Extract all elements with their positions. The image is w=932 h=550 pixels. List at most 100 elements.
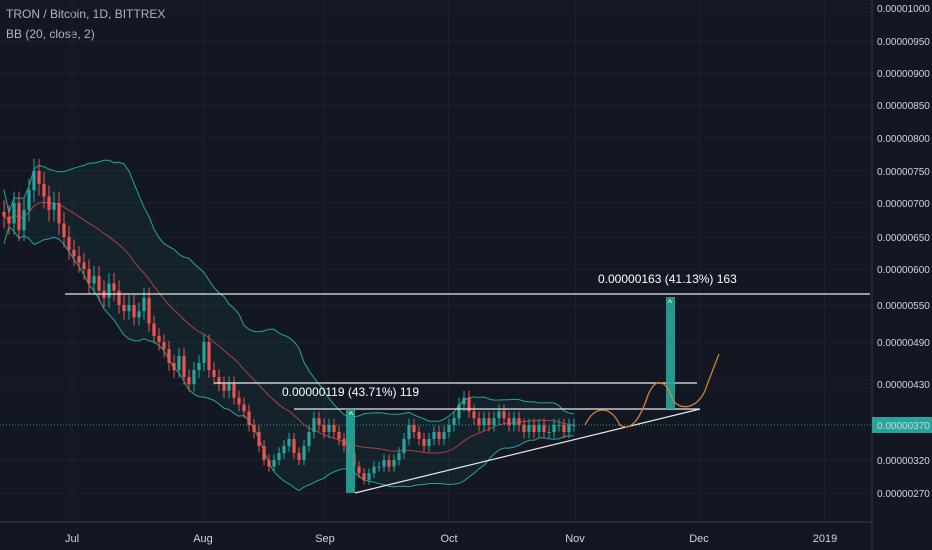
candle-body [132,305,136,318]
candle-body [397,453,401,460]
x-axis: Jul Aug Sep Oct Nov Dec 2019 [0,521,872,545]
y-tick-label: 0.00000430 [877,380,930,391]
candle-body [427,439,431,446]
candle-body [422,439,426,446]
candle-body [17,203,21,231]
candle-body [2,211,6,217]
candle-body [72,249,76,257]
candle-body [507,418,511,425]
candle-body [152,323,156,336]
candle-body [232,384,236,398]
last-price-label: 0.00000370 [877,421,930,432]
candle-body [317,418,321,425]
candle-body [327,425,331,432]
candle-body [82,262,86,269]
bb-fill [4,160,574,491]
candle-body [297,453,301,460]
y-tick-label: 0.00000600 [877,265,930,276]
candle-body [552,425,556,432]
candle-body [402,439,406,453]
candle-body [137,311,141,318]
indicator-label: BB (20, close, 2) [6,27,95,41]
y-axis: 0.00001000 0.00000950 0.00000900 0.00000850… [871,0,932,550]
candle-body [522,425,526,432]
candle-body [262,446,266,460]
candle-body [447,425,451,432]
y-tick-label: 0.00000900 [877,69,930,80]
candle-body [212,370,216,377]
candle-body [537,425,541,432]
candle-body [117,290,121,305]
x-tick-label: Nov [565,533,585,545]
candle-body [377,466,381,468]
candle-body [107,283,111,298]
candle-body [267,460,271,467]
candle-body [77,256,81,263]
measure-arrow-1: ^ [349,410,354,420]
candle-body [52,203,56,210]
candle-body [337,432,341,439]
candle-body [342,439,346,446]
candle-body [237,397,241,405]
candle-body [37,171,41,184]
y-tick-label: 0.00000490 [877,338,930,349]
y-tick-label: 0.00000700 [877,199,930,210]
x-tick-label: Dec [689,533,709,545]
candle-body [292,439,296,453]
candle-body [362,473,366,480]
candle-body [497,411,501,419]
candle-body [187,377,191,384]
candle-body [452,418,456,425]
candle-body [487,418,491,425]
support-trendline [354,408,701,494]
candle-body [432,432,436,439]
bb-basis [3,201,575,454]
y-tick-label: 0.00000800 [877,134,930,145]
candle-body [392,460,396,467]
candle-body [532,425,536,432]
candle-body [457,404,461,419]
candle-body [462,397,466,405]
measure-bar-1 [346,409,355,493]
candle-body [97,276,101,291]
candle-body [512,418,516,425]
x-tick-label: Jul [65,533,79,545]
candle-body [322,425,326,432]
candle-body [27,190,31,210]
candle-body [62,223,66,237]
candle-body [372,466,376,474]
y-tick-label: 0.00000550 [877,301,930,312]
candle-body [7,216,11,224]
chart-drawings: ^ ^ 0.00000119 (43.71%) 119 0.00000163 (41.… [0,272,872,494]
candle-body [112,283,116,291]
candle-body [162,342,166,349]
y-tick-label: 0.00000950 [877,37,930,48]
candle-body [47,196,51,210]
y-tick-label: 0.00000320 [877,456,930,467]
candle-body [542,425,546,432]
candle-body [357,466,361,474]
candle-body [32,171,36,191]
candle-body [92,276,96,284]
candle-body [192,370,196,384]
candle-body [312,418,316,432]
candle-body [57,203,61,224]
measure-bar-2 [666,297,675,409]
candle-body [167,349,171,363]
candle-body [472,411,476,419]
candle-body [307,432,311,446]
measure-label-1: 0.00000119 (43.71%) 119 [282,385,419,399]
candle-body [302,446,306,460]
y-tick-label: 0.00000650 [877,233,930,244]
candle-body [247,411,251,425]
candle-body [227,384,231,391]
y-tick-label: 0.00000850 [877,101,930,112]
x-tick-label: Sep [315,533,335,545]
candle-body [12,203,16,224]
candle-body [367,473,371,480]
candle-body [182,356,186,377]
candle-body [272,460,276,467]
candle-body [277,453,281,460]
candle-body [412,425,416,432]
